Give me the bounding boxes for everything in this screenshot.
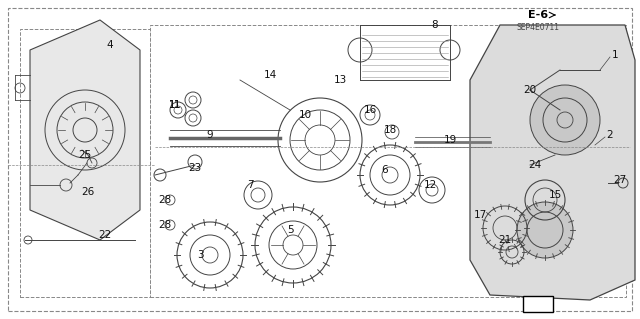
Text: 16: 16: [364, 105, 376, 115]
FancyBboxPatch shape: [150, 25, 626, 297]
Text: 7: 7: [246, 180, 253, 190]
Text: 2: 2: [607, 130, 613, 140]
Text: 28: 28: [158, 195, 172, 205]
Text: 15: 15: [548, 190, 562, 200]
Polygon shape: [470, 25, 635, 300]
Text: 9: 9: [207, 130, 213, 140]
Text: 19: 19: [444, 135, 456, 145]
Text: 14: 14: [264, 70, 276, 80]
FancyBboxPatch shape: [523, 296, 553, 312]
Text: 18: 18: [383, 125, 397, 135]
Text: SEP4E0711: SEP4E0711: [516, 24, 559, 33]
FancyBboxPatch shape: [8, 8, 632, 311]
Text: E-6: E-6: [528, 10, 548, 20]
Text: 8: 8: [432, 20, 438, 30]
Text: 11: 11: [169, 100, 181, 110]
FancyBboxPatch shape: [20, 29, 150, 297]
Circle shape: [517, 202, 573, 258]
Text: 1: 1: [612, 50, 618, 60]
Text: 10: 10: [298, 110, 312, 120]
Text: 26: 26: [81, 187, 95, 197]
Polygon shape: [30, 20, 140, 240]
Text: 20: 20: [524, 85, 536, 95]
Text: 21: 21: [499, 235, 511, 245]
Text: 23: 23: [188, 163, 202, 173]
Circle shape: [530, 85, 600, 155]
Text: 13: 13: [333, 75, 347, 85]
Text: 27: 27: [613, 175, 627, 185]
Text: 3: 3: [196, 250, 204, 260]
Text: 4: 4: [107, 40, 113, 50]
Text: 25: 25: [78, 150, 92, 160]
Text: 6: 6: [381, 165, 388, 175]
Text: 11: 11: [169, 100, 181, 110]
Text: 24: 24: [529, 160, 541, 170]
Text: 5: 5: [287, 225, 293, 235]
Text: 17: 17: [474, 210, 486, 220]
Text: 22: 22: [99, 230, 111, 240]
Text: 11: 11: [169, 100, 181, 110]
Text: 12: 12: [424, 180, 436, 190]
Text: 28: 28: [158, 220, 172, 230]
